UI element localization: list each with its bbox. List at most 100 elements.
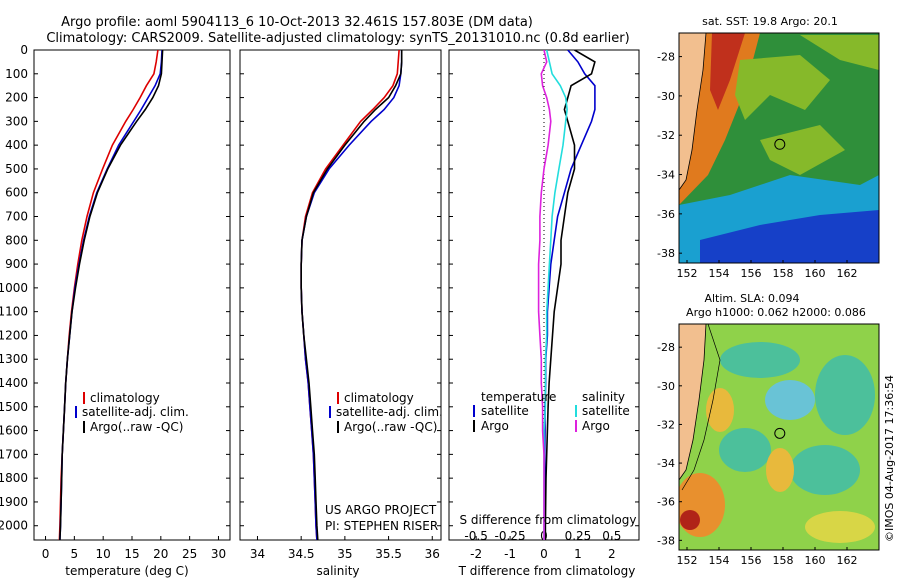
depth-tick-label: 1700 [0, 447, 28, 461]
map-x-tick-label: 160 [805, 554, 826, 567]
salinity-axis-label: salinity [316, 564, 359, 578]
depth-tick-label: 800 [5, 233, 28, 247]
pi-label: PI: STEPHEN RISER [325, 519, 438, 533]
x-tick-label: 35 [337, 547, 352, 561]
x-tick-label: 30 [211, 547, 226, 561]
sst-map [679, 33, 879, 263]
series-line-argo-raw-qc- [59, 50, 164, 540]
map-x-tick-label: 154 [709, 554, 730, 567]
depth-tick-label: 100 [5, 67, 28, 81]
map-y-tick-label: -30 [657, 90, 675, 103]
x-tick-label: 34 [250, 547, 265, 561]
sla-low-5 [765, 380, 815, 420]
map-x-tick-label: 152 [677, 267, 698, 280]
x-tick-label: 20 [153, 547, 168, 561]
sst-eddy-warm-2 [760, 125, 845, 175]
map-x-tick-label: 152 [677, 554, 698, 567]
difference-lines [537, 50, 596, 540]
map-y-tick-label: -36 [657, 496, 675, 509]
map-y-tick-label: -38 [657, 247, 675, 260]
map-y-tick-label: -38 [657, 534, 675, 547]
legend-label-argo: Argo(..raw -QC) [344, 420, 437, 434]
depth-tick-label: 300 [5, 114, 28, 128]
sst-hot-core [710, 33, 745, 110]
sla-high-4 [805, 511, 875, 543]
legend-label-s-satellite: satellite [582, 404, 630, 418]
sla-map-frame [678, 323, 880, 551]
map-x-tick-label: 162 [837, 267, 858, 280]
imos-credit: ©IMOS 04-Aug-2017 17:36:54 [883, 375, 896, 542]
depth-tick-label: 1600 [0, 424, 28, 438]
map-x-tick-label: 158 [773, 554, 794, 567]
x-tick-label: 36 [425, 547, 440, 561]
x-tick-label: 25 [182, 547, 197, 561]
legend-header-salinity: salinity [582, 390, 625, 404]
temperature-legend: climatology satellite-adj. clim. Argo(..… [75, 391, 189, 434]
sst-map-frame [678, 32, 880, 264]
depth-tick-label: 400 [5, 138, 28, 152]
depth-tick-label: 1100 [0, 305, 28, 319]
t-difference-axis-label: T difference from climatology [458, 564, 636, 578]
temperature-axis-label: temperature (deg C) [65, 564, 188, 578]
s-tick-label: 0.5 [602, 529, 621, 543]
s-tick-label: -0.25 [495, 529, 526, 543]
legend-label-satellite: satellite-adj. clim. [336, 405, 443, 419]
series-line-satellite-adj-clim- [300, 50, 403, 540]
sla-map-title-line2: Argo h1000: 0.062 h2000: 0.086 [686, 306, 866, 319]
sst-land [679, 33, 706, 190]
series-line-s-satellite [543, 50, 568, 540]
map-x-tick-label: 156 [741, 267, 762, 280]
x-tick-label: 5 [71, 547, 79, 561]
sla-contour [681, 324, 721, 491]
series-line-s-argo [537, 50, 552, 540]
depth-tick-label: 1300 [0, 352, 28, 366]
depth-axis: 0 100 200 300 400 500 600 700 800 900 1000 1100 1200… [0, 43, 639, 533]
sla-low-2 [815, 355, 875, 435]
salinity-panel-frame [239, 49, 442, 541]
sla-high-2 [766, 448, 794, 492]
depth-tick-label: 600 [5, 186, 28, 200]
x-tick-label: 35.5 [375, 547, 402, 561]
sla-argo-marker [774, 427, 786, 439]
legend-label-argo: Argo(..raw -QC) [90, 420, 183, 434]
map-x-tick-label: 154 [709, 267, 730, 280]
sst-argo-marker [774, 138, 786, 150]
legend-label-s-argo: Argo [582, 419, 610, 433]
x-tick-label: 10 [96, 547, 111, 561]
x-tick-label: 2 [608, 547, 616, 561]
series-line-t-argo [544, 50, 596, 540]
map-y-tick-label: -36 [657, 208, 675, 221]
depth-tick-label: 1500 [0, 400, 28, 414]
map-y-tick-label: -28 [657, 341, 675, 354]
s-tick-label: 0.25 [565, 529, 592, 543]
sst-eddy-warm [735, 55, 830, 120]
depth-tick-label: 900 [5, 257, 28, 271]
map-y-tick-label: -34 [657, 457, 675, 470]
map-y-tick-label: -34 [657, 169, 675, 182]
x-tick-label: -1 [504, 547, 516, 561]
x-tick-label: 34.5 [288, 547, 315, 561]
sla-high-3 [679, 473, 725, 537]
sla-map-axes: 152 154 156 158 160 162 -28 -30 -32 -34 -36 -38 [657, 341, 857, 567]
salinity-x-axis: 34 34.5 35 35.5 36 [250, 536, 440, 561]
depth-tick-label: 1800 [0, 471, 28, 485]
x-tick-label: -2 [470, 547, 482, 561]
depth-tick-label: 1900 [0, 495, 28, 509]
depth-tick-label: 700 [5, 210, 28, 224]
map-y-tick-label: -32 [657, 418, 675, 431]
depth-tick-label: 500 [5, 162, 28, 176]
project-label: US ARGO PROJECT [325, 503, 437, 517]
legend-label-t-satellite: satellite [481, 404, 529, 418]
map-y-tick-label: -32 [657, 129, 675, 142]
depth-tick-label: 1000 [0, 281, 28, 295]
sst-map-title: sat. SST: 19.8 Argo: 20.1 [702, 15, 838, 28]
x-tick-label: 0 [42, 547, 50, 561]
map-x-tick-label: 162 [837, 554, 858, 567]
sla-map-title-line1: Altim. SLA: 0.094 [704, 292, 799, 305]
s-difference-axis-label: S difference from climatology [460, 513, 637, 527]
figure-title-line1: Argo profile: aoml 5904113_6 10-Oct-2013… [61, 15, 533, 30]
sla-land [679, 324, 706, 480]
figure-title-line2: Climatology: CARS2009. Satellite-adjuste… [46, 31, 629, 46]
x-tick-label: 15 [124, 547, 139, 561]
